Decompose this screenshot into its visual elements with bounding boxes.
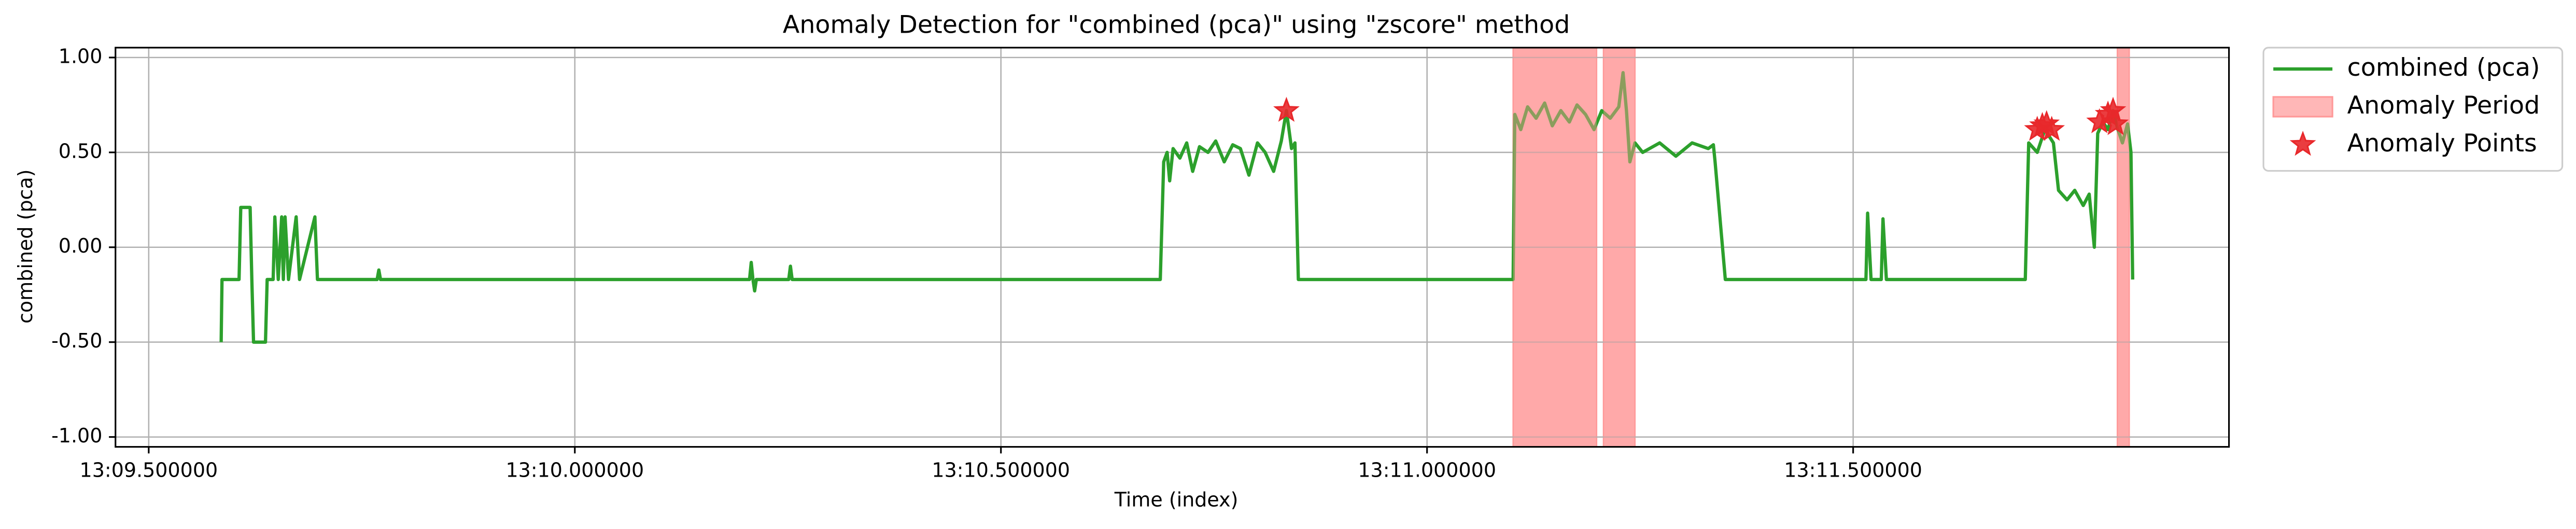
x-tick-label: 13:11.000000	[1358, 459, 1496, 482]
y-axis-label: combined (pca)	[14, 169, 37, 323]
y-tick-label: 0.00	[59, 234, 103, 257]
plot-frame	[115, 47, 2230, 448]
anomaly-period-overlay	[1513, 47, 1597, 447]
chart-title: Anomaly Detection for "combined (pca)" u…	[783, 11, 1570, 39]
legend-label: Anomaly Period	[2347, 91, 2540, 120]
x-axis-label: Time (index)	[1114, 489, 1238, 511]
legend: combined (pca) Anomaly Period Anomaly Poin…	[2272, 53, 2540, 158]
anomaly-point	[2038, 116, 2065, 141]
y-tick-label: -0.50	[51, 329, 102, 352]
anomaly-period-overlay	[1603, 47, 1635, 447]
y-tick-label: -1.00	[51, 424, 102, 447]
y-tick-label: 1.00	[59, 45, 103, 67]
anomaly-point	[2102, 110, 2129, 135]
legend-label: combined (pca)	[2347, 53, 2540, 82]
y-tick-label: 0.50	[59, 140, 103, 162]
anomaly-point	[1273, 96, 1300, 122]
legend-swatch	[2289, 131, 2316, 156]
x-tick-label: 13:10.500000	[932, 459, 1070, 482]
x-tick-label: 13:09.500000	[80, 459, 218, 482]
legend-box	[2262, 47, 2564, 172]
legend-swatch	[2272, 96, 2333, 118]
data-line	[219, 71, 2135, 344]
legend-label: Anomaly Points	[2347, 129, 2537, 158]
x-tick-label: 13:10.000000	[505, 459, 644, 482]
plot-area: 1.00 0.50 0.00 -0.50 -1.00 13:09.500000 13:10.…	[51, 45, 2229, 482]
anomaly-period-overlay	[2117, 47, 2130, 447]
anomaly-point	[2100, 96, 2127, 122]
x-tick-label: 13:11.500000	[1784, 459, 1922, 482]
